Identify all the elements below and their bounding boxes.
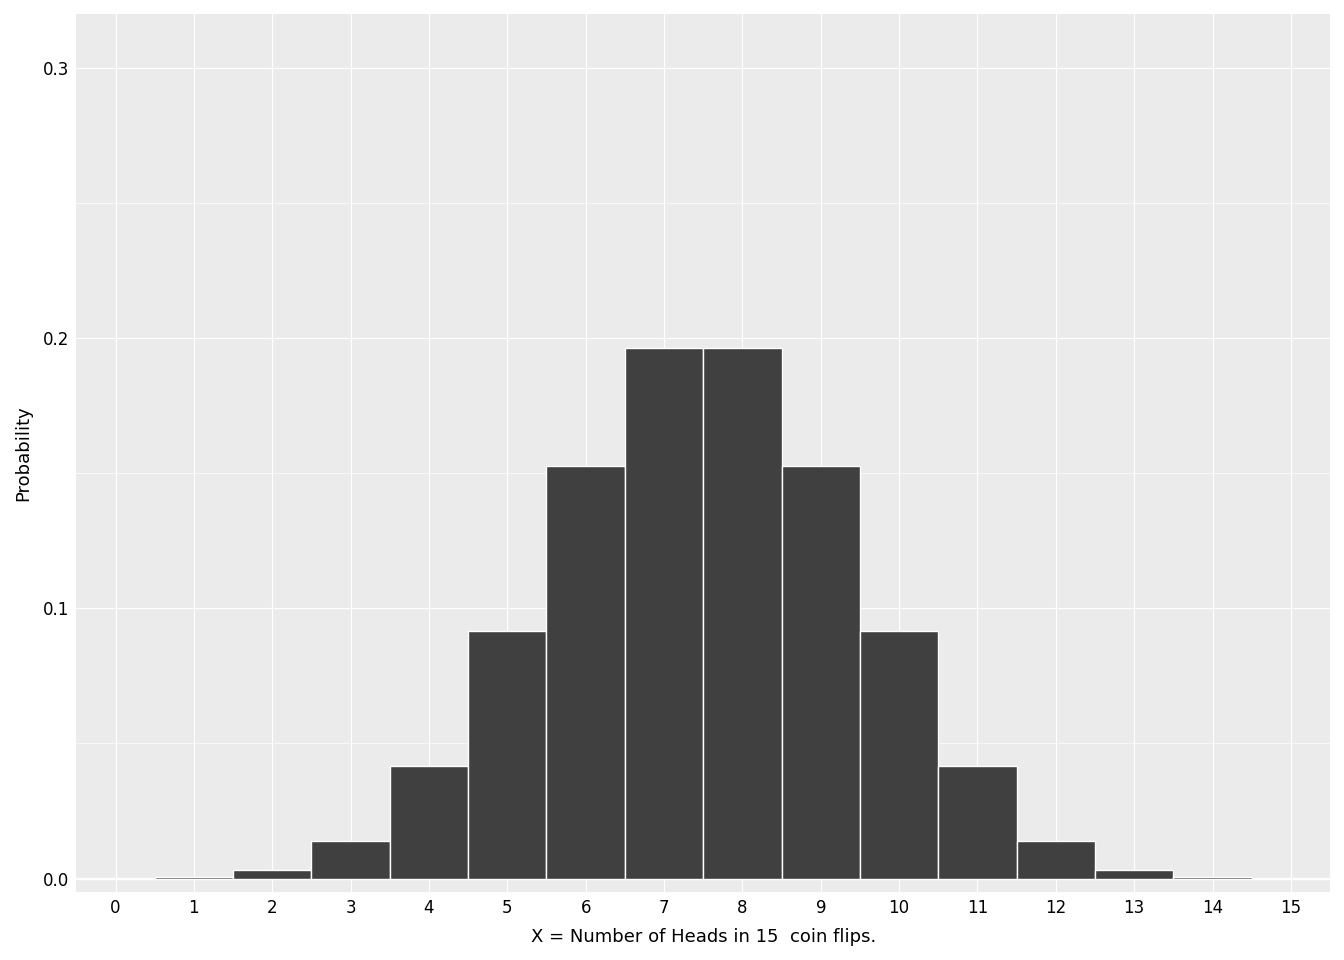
Bar: [938, 766, 1016, 878]
Bar: [782, 466, 860, 878]
Bar: [312, 841, 390, 878]
Bar: [233, 870, 312, 878]
Y-axis label: Probability: Probability: [13, 405, 32, 501]
Bar: [1095, 870, 1173, 878]
Bar: [547, 466, 625, 878]
Bar: [860, 631, 938, 878]
Bar: [1173, 877, 1251, 878]
Bar: [1016, 841, 1095, 878]
Bar: [155, 877, 233, 878]
Bar: [625, 348, 703, 878]
Bar: [703, 348, 782, 878]
Bar: [468, 631, 547, 878]
X-axis label: X = Number of Heads in 15  coin flips.: X = Number of Heads in 15 coin flips.: [531, 928, 876, 947]
Bar: [390, 766, 468, 878]
